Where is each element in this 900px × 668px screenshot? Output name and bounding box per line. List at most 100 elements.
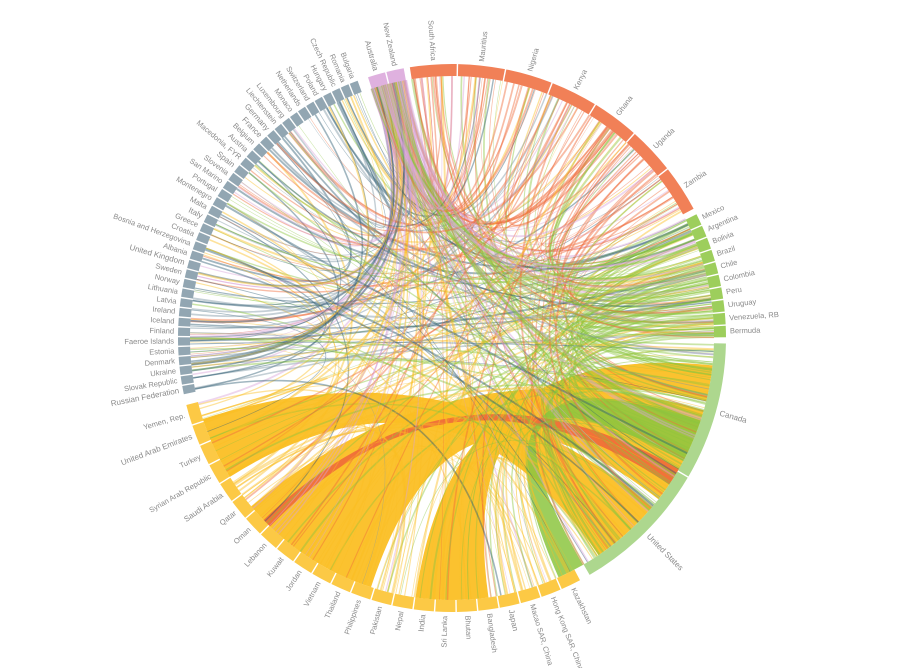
- chord-link: [190, 78, 491, 335]
- chord-link: [343, 99, 670, 485]
- label-faeroe-islands: Faeroe Islands: [124, 336, 174, 346]
- chord-link: [377, 84, 419, 212]
- chord-link: [228, 261, 704, 477]
- chord-link: [385, 84, 635, 527]
- chord-link: [190, 225, 689, 353]
- chord-link: [400, 80, 571, 217]
- chord-link: [402, 80, 654, 238]
- chord-link: [462, 294, 711, 600]
- chord-link: [215, 100, 377, 263]
- chord-link: [432, 349, 714, 600]
- chord-link: [189, 337, 710, 387]
- chord-link: [535, 110, 691, 265]
- chord-link: [384, 84, 710, 299]
- chord-link: [192, 297, 712, 321]
- chord-link: [283, 83, 407, 540]
- chord-link: [511, 418, 685, 588]
- chord-link: [419, 264, 704, 599]
- chord-link: [213, 228, 692, 445]
- label-colombia: Colombia: [723, 268, 757, 284]
- chord-link: [356, 93, 679, 470]
- chord-link: [508, 92, 600, 224]
- chord-link: [210, 405, 623, 537]
- arc-malta: [208, 205, 223, 219]
- chord-link: [380, 85, 616, 545]
- chord-link: [194, 246, 698, 308]
- chord-link: [191, 358, 706, 405]
- label-india: India: [417, 613, 428, 632]
- chord-link: [215, 322, 714, 452]
- label-sri-lanka: Sri Lanka: [439, 615, 449, 648]
- chord-link: [215, 223, 693, 284]
- chord-link: [190, 299, 712, 329]
- arc-saudi-arabia: [220, 477, 242, 501]
- arc-greece: [199, 223, 215, 236]
- chord-link: [374, 87, 711, 381]
- chord-link: [191, 305, 713, 366]
- chord-link: [226, 203, 350, 520]
- arc-slovenia: [228, 172, 243, 187]
- chord-link: [197, 81, 408, 289]
- chord-link: [268, 82, 408, 527]
- chord-link: [346, 317, 714, 579]
- label-kazakhstan: Kazakhstan: [569, 586, 594, 625]
- chord-link: [400, 80, 575, 217]
- chord-link: [205, 248, 655, 507]
- arc-sweden: [184, 269, 199, 281]
- chord-link: [577, 244, 712, 376]
- chord-link: [206, 404, 388, 585]
- chord-link: [229, 199, 709, 300]
- chord-link: [380, 85, 708, 399]
- chord-link: [547, 398, 700, 548]
- chord-link: [226, 203, 612, 547]
- chord-link: [345, 87, 531, 217]
- arc-belgium: [253, 143, 268, 158]
- chord-link: [333, 103, 705, 284]
- chord-link: [270, 147, 714, 356]
- chord-link: [277, 81, 411, 535]
- chord-link: [574, 298, 712, 457]
- arc-italy: [203, 214, 219, 228]
- chord-link: [382, 84, 696, 268]
- chord-link: [309, 85, 522, 221]
- label-ghana: Ghana: [614, 93, 635, 117]
- chord-link: [190, 105, 370, 342]
- chord-link: [383, 84, 653, 508]
- arc-france: [260, 136, 275, 151]
- chord-link: [392, 82, 703, 280]
- chord-link: [495, 297, 711, 595]
- chord-link: [346, 97, 708, 292]
- chord-link: [192, 333, 714, 379]
- chord-link: [551, 266, 705, 541]
- chord-link: [397, 81, 690, 450]
- chord-link: [581, 291, 714, 331]
- chord-link: [190, 320, 386, 585]
- chord-link: [515, 441, 643, 582]
- label-canada: Canada: [718, 409, 748, 425]
- chord-link: [371, 82, 419, 213]
- chord-link: [251, 424, 355, 517]
- chord-link: [386, 84, 714, 333]
- chord-link: [379, 86, 633, 231]
- label-thailand: Thailand: [323, 590, 343, 620]
- arc-switzerland: [306, 101, 320, 117]
- chord-link: [236, 188, 689, 275]
- chord-link: [372, 87, 699, 273]
- arc-sri-lanka: [435, 599, 456, 612]
- chord-link: [378, 83, 419, 212]
- arc-argentina: [691, 225, 707, 241]
- label-brazil: Brazil: [716, 244, 737, 258]
- label-peru: Peru: [725, 285, 742, 296]
- chord-link: [397, 77, 434, 210]
- chord-link: [372, 88, 674, 479]
- chord-link: [190, 95, 553, 324]
- chord-link: [244, 167, 652, 256]
- arc-united-kingdom: [187, 259, 201, 272]
- chord-link: [388, 83, 701, 424]
- chord-link: [560, 408, 680, 498]
- chord-link: [329, 388, 706, 571]
- chord-link: [387, 83, 563, 216]
- chord-link: [388, 83, 714, 337]
- chord-link: [460, 76, 683, 465]
